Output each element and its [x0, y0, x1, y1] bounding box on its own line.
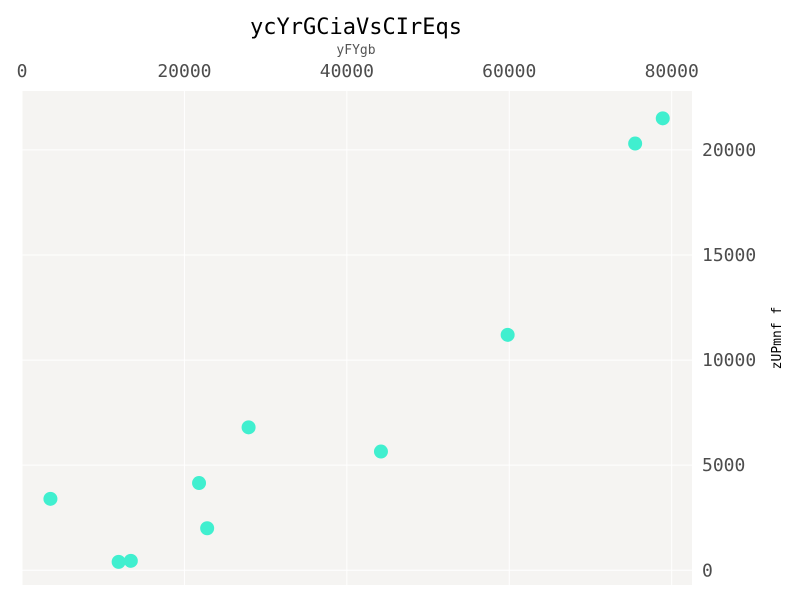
data-point-4	[200, 521, 215, 536]
chart-title: ycYrGCiaVsCIrEqs	[250, 15, 462, 40]
data-point-6	[373, 444, 388, 459]
data-point-9	[655, 111, 670, 126]
data-points	[43, 111, 670, 569]
data-point-1	[111, 554, 126, 569]
x-tick-label-0: 0	[17, 61, 28, 82]
data-point-5	[241, 420, 256, 435]
y-tick-label-3: 15000	[702, 245, 756, 266]
x-axis-ticks: 0 20000 40000 60000 80000	[17, 61, 699, 82]
x-tick-label-4: 80000	[645, 61, 699, 82]
y-axis-label: zUPmnf f	[770, 307, 785, 370]
data-point-3	[192, 476, 207, 491]
y-tick-label-1: 5000	[702, 455, 745, 476]
x-tick-label-3: 60000	[482, 61, 536, 82]
data-point-2	[123, 553, 138, 568]
x-tick-label-1: 20000	[157, 61, 211, 82]
y-tick-label-0: 0	[702, 560, 713, 581]
grid-lines	[21, 91, 692, 585]
y-tick-label-2: 10000	[702, 350, 756, 371]
data-point-7	[500, 327, 515, 342]
x-tick-label-2: 40000	[320, 61, 374, 82]
chart-subtitle: yFYgb	[336, 43, 375, 58]
y-tick-label-4: 20000	[702, 140, 756, 161]
y-axis-ticks: 0 5000 10000 15000 20000	[702, 140, 756, 581]
data-point-0	[43, 491, 58, 506]
data-point-8	[628, 136, 643, 151]
plot-panel	[22, 91, 692, 585]
